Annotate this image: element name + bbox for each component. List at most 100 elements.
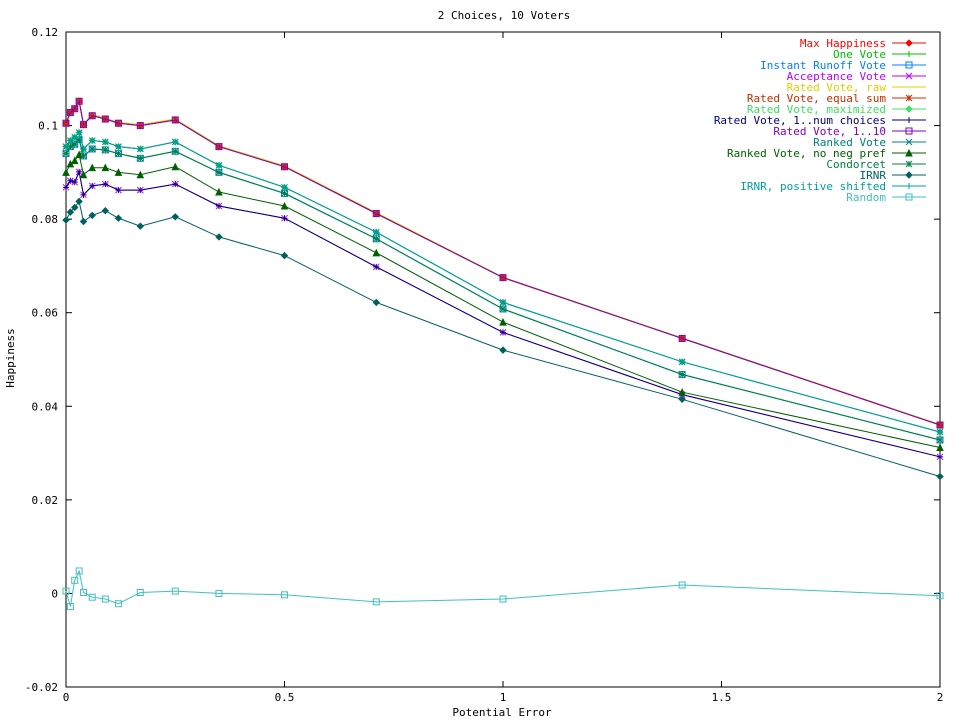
legend-entry: Rated Vote, maximized — [747, 103, 926, 116]
x-tick-label: 2 — [937, 691, 944, 704]
series-10 — [62, 150, 944, 451]
data-point — [114, 214, 123, 222]
data-point — [678, 334, 686, 342]
legend-label: IRNR — [860, 169, 887, 182]
legend-entry: Acceptance Vote — [787, 70, 926, 83]
legend-marker — [905, 138, 913, 146]
legend-label: Instant Runoff Vote — [760, 59, 886, 72]
data-point — [937, 429, 943, 436]
series-6 — [62, 128, 944, 436]
data-point — [936, 443, 944, 451]
data-point — [678, 371, 686, 378]
legend-marker — [905, 127, 913, 135]
data-point — [499, 346, 507, 354]
y-tick-label: 0.1 — [38, 120, 58, 133]
data-point — [67, 137, 74, 144]
legend-marker — [905, 61, 913, 69]
y-tick-label: 0 — [51, 587, 58, 600]
data-point — [62, 168, 70, 176]
legend-entry: IRNR — [860, 169, 926, 182]
data-point — [937, 453, 943, 460]
data-point — [102, 138, 109, 145]
data-point — [114, 168, 123, 176]
data-point — [114, 119, 122, 127]
data-point — [373, 229, 380, 236]
chart-title: 2 Choices, 10 Voters — [438, 9, 570, 22]
legend-entry: Rated Vote, equal sum — [747, 92, 926, 105]
y-tick-label: 0.08 — [32, 213, 59, 226]
legend-label: Rated Vote, 1..10 — [773, 125, 886, 138]
legend-entry: One Vote — [833, 48, 926, 61]
data-point — [936, 436, 944, 444]
legend-entry: Instant Runoff Vote — [760, 59, 926, 72]
data-point — [88, 593, 96, 601]
data-point — [89, 182, 96, 189]
data-point — [115, 187, 122, 194]
data-point — [76, 129, 83, 136]
data-point — [171, 162, 180, 171]
data-point — [62, 587, 70, 595]
data-point — [80, 191, 87, 198]
data-point — [500, 299, 506, 306]
series-line — [65, 131, 941, 433]
data-point — [89, 137, 96, 144]
legend-marker — [905, 39, 913, 47]
data-point — [70, 156, 79, 165]
data-point — [75, 567, 83, 575]
data-point — [499, 274, 507, 282]
data-point — [373, 263, 380, 270]
axis-ticks: -0.02 0 0.02 0.04 0.06 0.08 0.1 0.12 0 0.5 1 1.5 2 — [25, 26, 943, 704]
data-point — [79, 217, 88, 226]
series-line — [65, 170, 941, 458]
data-point — [62, 150, 70, 157]
legend-label: Rated Vote, equal sum — [747, 92, 886, 105]
y-tick-label: 0.12 — [32, 26, 59, 39]
data-point — [67, 143, 74, 150]
data-point — [80, 152, 87, 160]
data-point — [62, 216, 70, 224]
series-9 — [62, 129, 944, 436]
data-point — [215, 169, 223, 176]
data-point — [136, 222, 144, 230]
legend-label: IRNR, positive shifted — [740, 180, 886, 193]
data-point — [281, 591, 288, 599]
data-point — [66, 603, 74, 611]
series-line — [65, 200, 941, 477]
data-point — [63, 184, 69, 191]
series-8 — [62, 97, 944, 429]
data-point — [372, 235, 380, 243]
data-point — [66, 108, 74, 116]
data-point — [71, 576, 79, 584]
data-point — [79, 121, 87, 129]
data-point — [88, 145, 96, 153]
data-point — [114, 600, 122, 608]
legend-marker — [905, 193, 913, 201]
data-point — [172, 181, 179, 188]
y-tick-label: 0.02 — [32, 494, 59, 507]
x-tick-label: 1.5 — [712, 691, 732, 704]
legend-marker — [905, 72, 913, 80]
data-point — [136, 170, 145, 179]
data-point — [101, 163, 110, 172]
data-point — [136, 588, 144, 596]
legend-entry: Condorcet — [826, 158, 926, 171]
series-11 — [62, 136, 944, 444]
series-14 — [62, 567, 944, 611]
data-point — [79, 170, 88, 179]
y-tick-label: 0.04 — [32, 400, 59, 413]
data-point — [101, 595, 109, 603]
data-point — [215, 203, 222, 210]
data-point — [79, 588, 87, 596]
data-point — [280, 201, 289, 210]
data-point — [281, 190, 288, 197]
legend-marker — [906, 117, 912, 123]
legend-marker — [905, 148, 913, 157]
legend-marker — [905, 171, 913, 179]
data-point — [679, 358, 686, 365]
data-point — [215, 589, 223, 597]
legend-entry: Ranked Vote — [813, 136, 926, 149]
data-point — [76, 168, 83, 175]
x-tick-label: 0.5 — [275, 691, 295, 704]
